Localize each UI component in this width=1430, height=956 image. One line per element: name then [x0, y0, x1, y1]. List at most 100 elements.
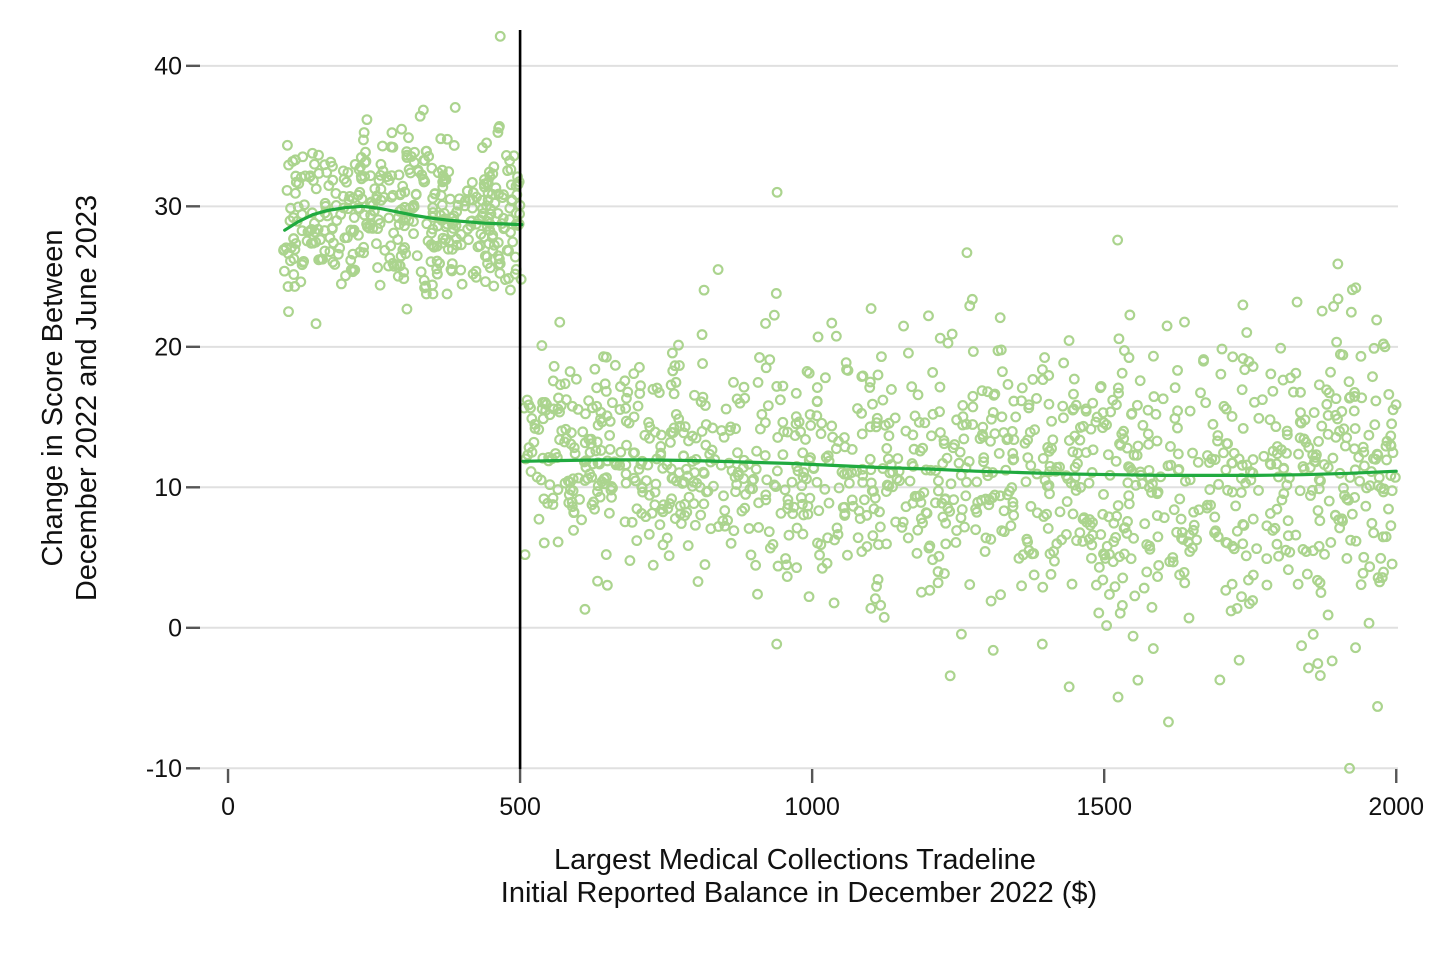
scatter-point [1188, 506, 1200, 518]
scatter-point [1315, 475, 1326, 487]
scatter-point [955, 512, 967, 524]
scatter-point [1322, 409, 1334, 421]
scatter-point [374, 279, 386, 291]
scatter-point [1128, 532, 1140, 544]
scatter-point [421, 218, 433, 230]
scatter-point [695, 509, 707, 521]
scatter-point [1098, 488, 1109, 500]
scatter-point [480, 276, 491, 288]
scatter-point [1236, 591, 1247, 603]
scatter-point [1321, 398, 1333, 410]
scatter-point [1380, 440, 1392, 452]
scatter-point [565, 438, 577, 450]
scatter-point [1226, 486, 1238, 498]
scatter-point [909, 490, 921, 502]
scatter-point [1036, 364, 1048, 375]
scatter-point [782, 494, 794, 505]
scatter-point [1278, 488, 1290, 500]
scatter-point [923, 542, 935, 554]
scatter-point [972, 496, 984, 508]
scatter-point [359, 171, 371, 182]
scatter-point [771, 638, 783, 650]
scatter-point [801, 366, 813, 377]
scatter-point [554, 434, 566, 446]
scatter-point [598, 473, 610, 485]
scatter-point [492, 207, 504, 219]
scatter-point [811, 410, 823, 422]
scatter-point [1022, 434, 1034, 446]
scatter-point [815, 539, 827, 551]
scatter-point [356, 193, 368, 205]
scatter-point [431, 240, 443, 252]
scatter-point [493, 188, 505, 200]
scatter-point [831, 522, 843, 534]
scatter-point [1179, 577, 1191, 589]
scatter-point [1297, 461, 1309, 472]
scatter-point [819, 372, 831, 384]
scatter-point [878, 611, 890, 623]
scatter-point [805, 419, 817, 431]
scatter-point [470, 271, 482, 283]
scatter-point [867, 398, 878, 410]
scatter-point [373, 174, 385, 186]
scatter-point [771, 465, 783, 477]
scatter-point [1312, 505, 1324, 516]
scatter-point [1367, 371, 1378, 383]
scatter-point [1067, 508, 1079, 520]
scatter-point [1390, 399, 1402, 411]
scatter-point [1043, 445, 1055, 457]
scatter-point [375, 169, 387, 181]
scatter-point [907, 429, 919, 441]
scatter-point [670, 408, 682, 420]
scatter-point [654, 519, 666, 531]
scatter-point [902, 532, 914, 544]
scatter-point [761, 474, 773, 486]
scatter-point [442, 243, 454, 255]
scatter-point [1363, 617, 1375, 629]
scatter-point [698, 498, 710, 510]
scatter-point [964, 300, 976, 312]
scatter-point [1261, 553, 1273, 565]
scatter-point [982, 386, 994, 398]
scatter-point [1308, 407, 1320, 418]
scatter-point [1355, 350, 1367, 362]
scatter-point [951, 525, 963, 536]
scatter-point [1364, 561, 1376, 573]
scatter-point [846, 494, 858, 506]
scatter-point [1292, 578, 1304, 590]
scatter-point [822, 450, 834, 462]
scatter-point [1057, 400, 1069, 412]
scatter-point [1336, 406, 1348, 417]
scatter-point [576, 514, 587, 526]
scatter-point [664, 498, 675, 510]
scatter-point [967, 346, 979, 357]
scatter-point [1184, 405, 1196, 417]
scatter-point [360, 146, 371, 158]
scatter-point [372, 262, 384, 273]
scatter-point [1290, 529, 1302, 541]
scatter-point [1369, 419, 1381, 431]
scatter-point [739, 392, 751, 404]
scatter-point [663, 550, 675, 562]
scatter-point [1139, 518, 1151, 530]
scatter-point [470, 265, 482, 277]
scatter-point [916, 586, 927, 598]
scatter-point [1187, 524, 1199, 536]
scatter-point [589, 363, 601, 375]
scatter-point [1381, 454, 1393, 466]
scatter-point [1345, 306, 1357, 318]
scatter-point [643, 417, 655, 428]
scatter-point [586, 499, 598, 511]
scatter-point [1218, 400, 1230, 412]
scatter-point [298, 255, 310, 267]
scatter-point [1338, 423, 1350, 435]
scatter-point [927, 366, 939, 378]
scatter-point [554, 379, 566, 391]
scatter-point [370, 193, 382, 205]
scatter-point [1010, 411, 1022, 423]
scatter-point [552, 536, 564, 548]
scatter-point [879, 419, 891, 431]
scatter-point [288, 233, 300, 244]
scatter-point [1028, 548, 1040, 559]
scatter-point [1119, 522, 1131, 534]
